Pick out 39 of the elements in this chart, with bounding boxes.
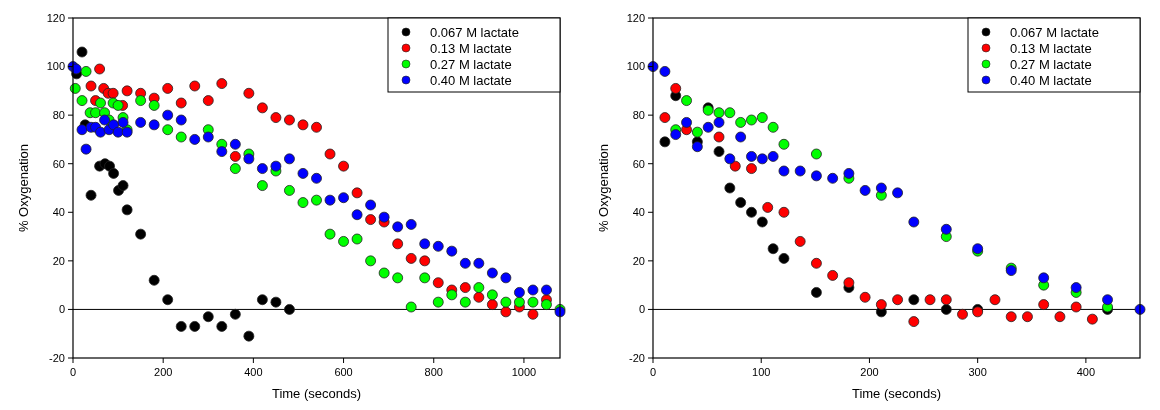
y-tick-label: 100 [46, 60, 65, 73]
x-tick-label: 1000 [511, 366, 537, 378]
legend-label: 0.13 M lactate [1010, 40, 1092, 56]
x-tick-label: 400 [244, 366, 263, 378]
y-tick-label: 40 [52, 206, 65, 219]
legend-label: 0.27 M lactate [1010, 56, 1092, 72]
y-tick-label: 0 [58, 303, 65, 316]
legend-label: 0.40 M lactate [430, 72, 512, 88]
x-tick-label: 800 [424, 366, 443, 378]
y-tick-label: 20 [632, 254, 645, 267]
y-tick-label: 40 [632, 206, 645, 219]
x-tick-label: 0 [69, 366, 77, 378]
x-tick-label: 300 [968, 366, 987, 378]
y-tick-label: 100 [626, 60, 645, 73]
legend-label: 0.27 M lactate [430, 56, 512, 72]
y-tick-label: 60 [52, 157, 65, 170]
x-axis-title: Time (seconds) [271, 386, 362, 401]
x-tick-label: 600 [334, 366, 353, 378]
x-tick-label: 200 [860, 366, 879, 378]
x-tick-label: 100 [752, 366, 771, 378]
x-axis-title: Time (seconds) [851, 386, 942, 401]
y-axis-title: % Oxygenation [16, 143, 31, 233]
legend-label: 0.13 M lactate [430, 40, 512, 56]
y-axis-title: % Oxygenation [596, 143, 611, 233]
y-tick-label: 20 [52, 254, 65, 267]
y-tick-label: -20 [629, 351, 645, 364]
x-tick-label: 200 [154, 366, 173, 378]
y-tick-label: 60 [632, 157, 645, 170]
x-tick-label: 400 [1076, 366, 1096, 378]
y-tick-label: 0 [638, 303, 645, 316]
y-tick-label: -20 [49, 351, 65, 364]
legend-label: 0.067 M lactate [1010, 24, 1099, 40]
legend-label: 0.40 M lactate [1010, 72, 1092, 88]
x-tick-label: 0 [649, 366, 657, 378]
y-tick-label: 80 [52, 108, 65, 121]
legend-label: 0.067 M lactate [430, 24, 519, 40]
y-tick-label: 120 [626, 11, 645, 24]
y-tick-label: 80 [632, 108, 645, 121]
y-tick-label: 120 [46, 11, 65, 24]
